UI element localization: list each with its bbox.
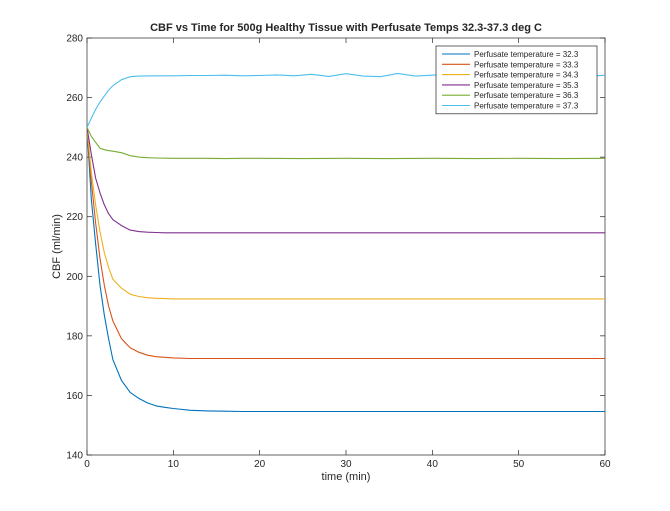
series-line [86,127,605,300]
legend-label: Perfusate temperature = 34.3 [474,71,579,80]
x-tick-label: 60 [599,459,611,470]
x-tick-label: 20 [254,459,266,470]
y-tick-label: 200 [66,272,83,283]
y-tick-label: 140 [66,451,83,462]
x-tick-label: 50 [513,459,525,470]
axis-ticks: 0 10 20 30 40 50 60 140 160 180 200 220 240 260 280 [66,34,611,471]
x-tick-label: 40 [427,459,439,470]
x-tick-label: 30 [340,459,352,470]
x-tick-label: 0 [84,459,90,470]
y-axis-label: CBF (ml/min) [51,214,63,279]
legend-label: Perfusate temperature = 37.3 [474,102,579,111]
series-line [86,127,605,360]
series-line [86,127,606,160]
series-line [86,127,605,413]
series-line [86,127,605,234]
y-tick-label: 260 [66,93,83,104]
legend-label: Perfusate temperature = 32.3 [474,50,579,59]
y-tick-label: 240 [66,153,83,164]
legend-label: Perfusate temperature = 36.3 [474,91,579,100]
chart-title: CBF vs Time for 500g Healthy Tissue with… [150,22,542,34]
x-tick-label: 10 [168,459,180,470]
y-tick-label: 220 [66,212,83,223]
legend-label: Perfusate temperature = 33.3 [474,60,579,69]
legend-label: Perfusate temperature = 35.3 [474,81,579,90]
y-tick-label: 280 [66,34,83,45]
y-tick-label: 180 [66,331,83,342]
legend-box [435,45,598,115]
y-tick-label: 160 [66,391,83,402]
x-axis-label: time (min) [322,471,371,483]
